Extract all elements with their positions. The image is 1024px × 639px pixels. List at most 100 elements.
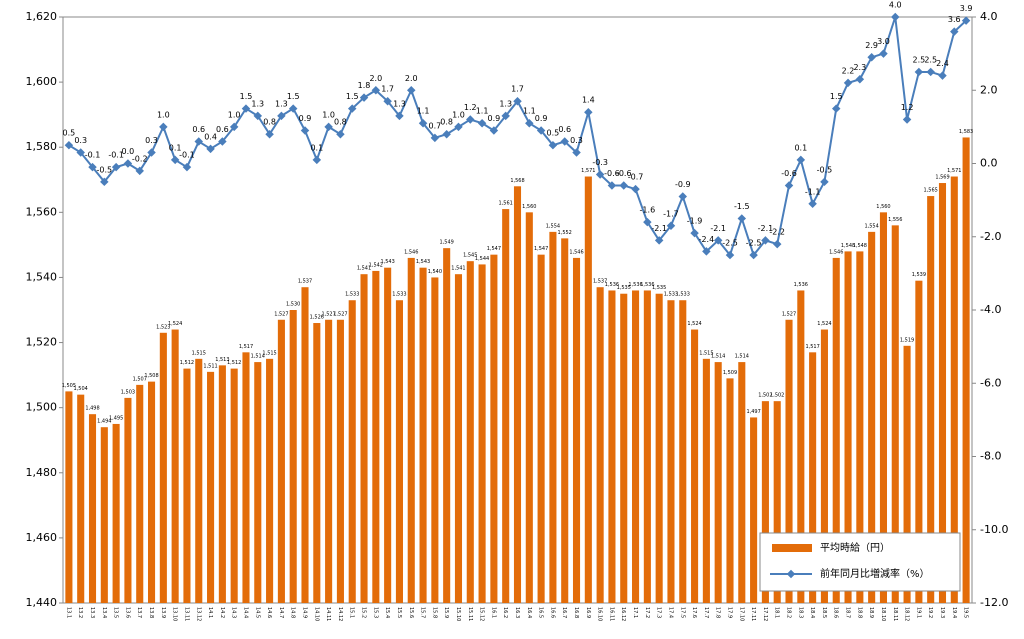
line-marker <box>147 148 156 157</box>
y-tick-label: 1,440 <box>26 596 58 609</box>
bar-value-label: 1,583 <box>959 129 973 135</box>
y-tick-label: 1,620 <box>26 10 58 23</box>
bar-value-label: 1,554 <box>546 223 560 229</box>
line-marker <box>418 118 428 128</box>
x-tick-label: 18.11 <box>892 607 898 621</box>
line-value-label: -0.6 <box>616 169 632 178</box>
x-tick-label: 14.5 <box>254 607 260 618</box>
line-value-label: -0.1 <box>108 151 124 160</box>
bar-value-label: 1,527 <box>321 311 335 317</box>
bar-value-label: 1,514 <box>735 354 749 360</box>
bar-value-label: 1,535 <box>617 285 631 291</box>
line-marker <box>277 111 286 121</box>
x-tick-label: 17.2 <box>644 607 650 618</box>
bar <box>124 397 132 603</box>
bar-value-label: 1,524 <box>687 321 701 327</box>
line-value-label: -1.7 <box>663 209 679 218</box>
bar <box>88 414 97 603</box>
bar-value-label: 1,571 <box>581 168 595 174</box>
bar <box>100 427 108 603</box>
line-marker <box>194 137 204 146</box>
x-tick-label: 16.5 <box>538 607 544 618</box>
line-marker <box>678 192 688 201</box>
line-marker <box>891 12 900 22</box>
line-marker <box>100 177 109 187</box>
bar-value-label: 1,502 <box>770 393 784 399</box>
x-tick-label: 15.6 <box>408 607 414 618</box>
bar-value-label: 1,547 <box>534 246 548 252</box>
line-value-label: 0.0 <box>122 147 135 156</box>
x-tick-label: 19.5 <box>963 607 969 618</box>
y2-tick-label: -6.0 <box>980 376 1001 389</box>
bar <box>490 254 498 603</box>
bar <box>313 323 321 603</box>
bar <box>513 186 522 604</box>
line-marker <box>737 214 747 223</box>
x-tick-label: 13.5 <box>113 607 119 618</box>
x-tick-label: 18.5 <box>821 607 827 618</box>
bar <box>679 300 687 603</box>
x-tick-label: 18.8 <box>856 607 862 618</box>
bar-value-label: 1,519 <box>900 337 914 343</box>
line-value-label: 0.1 <box>794 143 807 152</box>
line-marker <box>123 159 133 168</box>
line-value-label: 0.9 <box>488 114 501 123</box>
bar <box>915 280 923 603</box>
legend-label: 前年同月比増減率（%） <box>820 567 930 580</box>
bar <box>454 274 463 603</box>
line-marker <box>300 126 310 135</box>
bar <box>159 332 167 603</box>
bar <box>620 293 628 603</box>
legend-swatch <box>772 544 812 552</box>
x-tick-label: 18.6 <box>833 607 839 618</box>
line-value-label: -2.4 <box>699 235 715 244</box>
line-value-label: 0.5 <box>547 129 560 138</box>
line-marker <box>784 181 794 190</box>
bar <box>207 371 215 603</box>
bar-value-label: 1,543 <box>380 259 394 265</box>
x-tick-label: 19.1 <box>915 607 921 618</box>
bar-value-label: 1,508 <box>144 373 158 379</box>
bar <box>608 290 616 603</box>
line-value-label: -0.2 <box>132 154 148 163</box>
bar <box>856 251 864 603</box>
x-tick-label: 15.10 <box>455 607 461 621</box>
bar <box>266 358 274 603</box>
legend: 平均時給（円） 前年同月比増減率（%） <box>759 532 961 592</box>
bar <box>171 329 179 603</box>
x-tick-label: 18.4 <box>809 607 815 618</box>
y2-tick-label: 2.0 <box>980 83 998 96</box>
bar <box>419 267 427 603</box>
bar-value-label: 1,517 <box>239 344 253 350</box>
bar-value-label: 1,535 <box>652 285 666 291</box>
bar-value-label: 1,509 <box>723 370 737 376</box>
x-tick-label: 14.12 <box>337 607 343 621</box>
line-value-label: -2.2 <box>769 228 785 237</box>
x-tick-label: 13.12 <box>195 607 201 621</box>
bar-value-label: 1,504 <box>74 386 88 392</box>
line-value-label: 1.1 <box>417 107 430 116</box>
line-value-label: 1.2 <box>901 103 914 112</box>
line-value-label: 0.3 <box>145 136 158 145</box>
bar <box>147 381 156 603</box>
line-value-label: 1.1 <box>523 107 536 116</box>
line-marker <box>808 199 817 209</box>
line-value-label: 1.3 <box>393 99 406 108</box>
bar-value-label: 1,536 <box>605 282 619 288</box>
bar-value-label: 1,527 <box>333 311 347 317</box>
x-tick-label: 18.1 <box>774 607 780 618</box>
x-tick-label: 17.1 <box>632 607 638 618</box>
bar <box>384 267 392 603</box>
x-tick-label: 13.4 <box>101 607 107 618</box>
legend-label: 平均時給（円） <box>820 541 890 554</box>
bar <box>466 261 474 603</box>
bar <box>183 368 191 603</box>
y-tick-label: 1,500 <box>26 401 58 414</box>
line-value-label: 0.3 <box>74 136 87 145</box>
line-value-label: 0.8 <box>263 118 276 127</box>
bar <box>832 257 840 603</box>
x-tick-label: 15.1 <box>349 607 355 618</box>
bar <box>738 362 746 603</box>
bar-value-label: 1,541 <box>357 266 371 272</box>
bar-value-label: 1,569 <box>935 175 949 181</box>
